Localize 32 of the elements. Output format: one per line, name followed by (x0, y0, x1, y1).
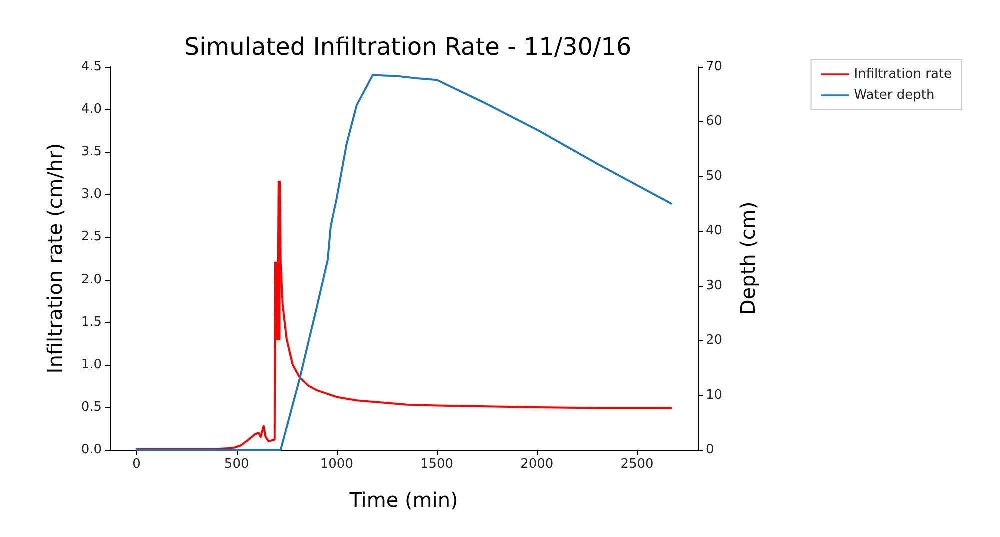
chart-title: Simulated Infiltration Rate - 11/30/16 (184, 33, 632, 61)
line-series (136, 180, 672, 450)
y-tick-label: 1.0 (81, 357, 102, 372)
y2-tick-label: 0 (706, 442, 714, 458)
y2-tick-label: 20 (706, 333, 723, 348)
y-tick-label: 3.0 (81, 187, 102, 202)
y-tick-label: 4.5 (81, 60, 102, 74)
y2-tick-label: 10 (706, 388, 723, 403)
legend-label: Water depth (854, 88, 935, 103)
y-tick-label: 4.0 (81, 102, 102, 118)
x-tick-label: 2000 (520, 457, 554, 472)
x-tick-label: 0 (132, 457, 141, 472)
y-axis-title: Infiltration rate (cm/hr) (43, 143, 67, 374)
y2-tick-label: 30 (706, 278, 723, 294)
x-tick-label: 2500 (620, 457, 654, 472)
x-tick-label: 1500 (420, 457, 454, 472)
line-series (136, 74, 672, 451)
y-tick-label: 2.0 (81, 272, 102, 288)
y-tick-label: 0.5 (81, 400, 102, 415)
y-tick-label: 1.5 (81, 314, 102, 330)
y2-tick-label: 50 (706, 168, 723, 184)
y2-tick-label: 70 (706, 60, 723, 74)
x-tick-label: 500 (224, 457, 250, 472)
x-tick-label: 1000 (320, 457, 354, 472)
y-tick-label: 0.0 (81, 442, 102, 458)
y-tick-label: 3.5 (81, 144, 102, 160)
y-tick-label: 2.5 (81, 230, 102, 245)
x-axis-title: Time (min) (348, 488, 458, 512)
y2-tick-label: 60 (706, 114, 723, 130)
legend-label: Infiltration rate (854, 67, 952, 82)
y2-axis-title: Depth (cm) (736, 202, 760, 316)
y2-tick-label: 40 (706, 224, 723, 239)
